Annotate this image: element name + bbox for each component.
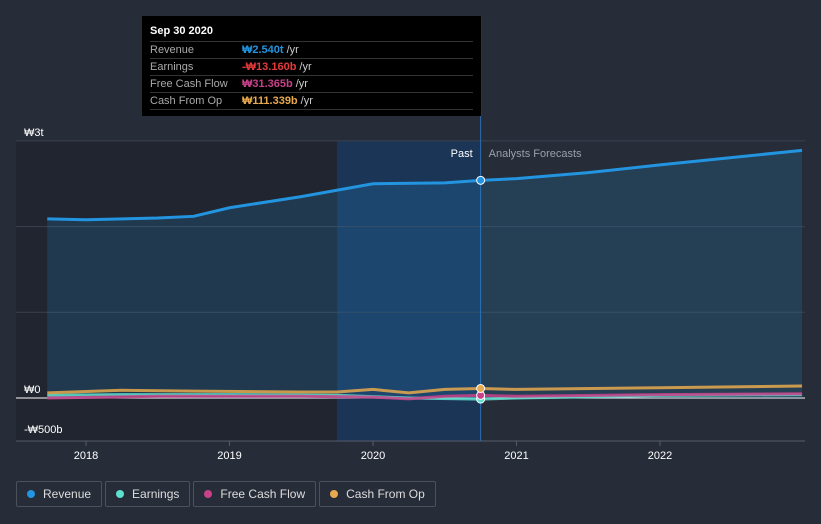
legend-item-revenue[interactable]: Revenue — [16, 481, 103, 507]
tooltip-label: Free Cash Flow — [150, 78, 228, 90]
legend-item-free-cash-flow[interactable]: Free Cash Flow — [193, 481, 317, 507]
tooltip-value: -₩13.160b — [242, 61, 297, 73]
series-line-free-cash-flow — [47, 392, 803, 401]
tooltip-value: ₩2.540t — [242, 44, 284, 56]
legend-dot-icon — [27, 490, 35, 498]
legend-dot-icon — [204, 490, 213, 498]
x-tick-label: 2022 — [648, 450, 672, 462]
tooltip-unit: /yr — [299, 61, 312, 73]
x-tick-label: 2020 — [361, 450, 385, 462]
tooltip-unit: /yr — [286, 44, 299, 56]
tooltip-value: ₩111.339b — [242, 95, 298, 107]
tooltip-row: Free Cash Flow ₩31.365b/yr — [150, 75, 473, 92]
legend-label: Revenue — [43, 487, 92, 501]
revenue-area — [47, 150, 803, 398]
y-tick-label: ₩0 — [24, 384, 41, 396]
tooltip-row: Revenue ₩2.540t/yr — [150, 41, 473, 58]
tooltip-date: Sep 30 2020 — [150, 25, 213, 37]
tooltip: Sep 30 2020 Revenue ₩2.540t/yr Earnings -₩1… — [142, 16, 481, 116]
tooltip-unit: /yr — [300, 95, 313, 107]
series-marker[interactable] — [476, 383, 486, 393]
forecast-label: Analysts Forecasts — [489, 148, 582, 160]
legend-item-cash-from-op[interactable]: Cash From Op — [319, 481, 436, 507]
legend-label: Earnings — [132, 487, 180, 501]
tooltip-label: Revenue — [150, 44, 195, 56]
legend-label: Cash From Op — [346, 487, 425, 501]
tooltip-label: Earnings — [150, 61, 194, 73]
series-line-cash-from-op — [47, 384, 803, 395]
series-line-revenue — [47, 148, 803, 222]
legend-label: Free Cash Flow — [220, 487, 306, 501]
x-tick-label: 2018 — [74, 450, 98, 462]
legend-item-earnings[interactable]: Earnings — [105, 481, 191, 507]
tooltip-label: Cash From Op — [150, 95, 223, 107]
series-marker[interactable] — [476, 175, 486, 185]
legend: Revenue Earnings Free Cash Flow Cash From O… — [16, 481, 436, 507]
tooltip-unit: /yr — [295, 78, 308, 90]
y-tick-label: ₩3t — [24, 127, 44, 139]
tooltip-value: ₩31.365b — [242, 78, 293, 90]
tooltip-row: Earnings -₩13.160b/yr — [150, 58, 473, 75]
y-tick-label: -₩500b — [24, 424, 63, 436]
x-tick-label: 2019 — [217, 450, 241, 462]
x-tick-label: 2021 — [504, 450, 528, 462]
legend-dot-icon — [116, 490, 125, 498]
legend-dot-icon — [330, 490, 339, 498]
past-label: Past — [451, 148, 473, 160]
tooltip-row: Cash From Op ₩111.339b/yr — [150, 92, 473, 110]
